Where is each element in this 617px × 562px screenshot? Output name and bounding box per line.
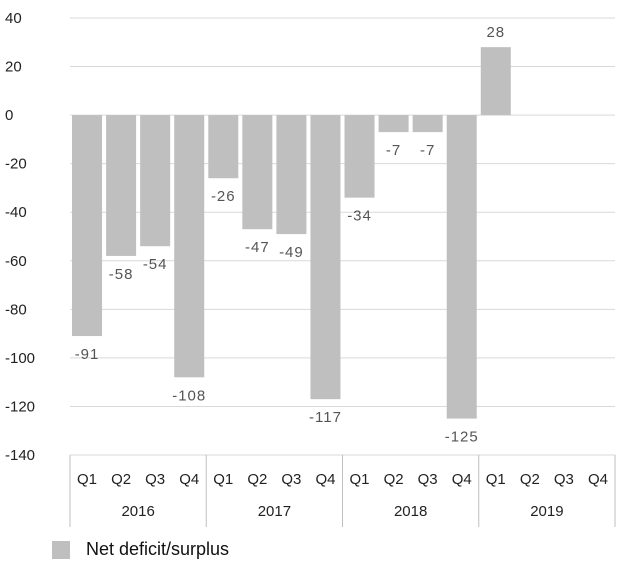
y-tick-label: -80 [5, 301, 27, 318]
x-tick-label: Q4 [315, 471, 335, 488]
data-label: -91 [75, 346, 100, 363]
legend-swatch [52, 540, 70, 559]
y-tick-label: -120 [5, 398, 35, 415]
bar [310, 115, 341, 400]
bar [480, 47, 511, 116]
bar [72, 115, 103, 337]
bar [208, 115, 239, 179]
data-label: -108 [172, 387, 206, 404]
y-tick-label: 20 [5, 59, 22, 76]
data-label: -58 [109, 266, 134, 283]
x-tick-label: Q2 [247, 471, 267, 488]
year-label: 2019 [530, 503, 563, 520]
data-label: -7 [420, 142, 435, 159]
data-label: -54 [143, 256, 168, 273]
x-tick-label: Q4 [452, 471, 472, 488]
x-tick-label: Q3 [554, 471, 574, 488]
x-tick-label: Q1 [213, 471, 233, 488]
y-tick-label: -140 [5, 447, 35, 464]
x-tick-label: Q3 [145, 471, 165, 488]
x-tick-label: Q1 [350, 471, 370, 488]
data-label: -34 [347, 208, 372, 225]
x-tick-label: Q4 [588, 471, 608, 488]
x-tick-label: Q2 [520, 471, 540, 488]
bar [140, 115, 171, 247]
year-label: 2016 [121, 503, 154, 520]
x-tick-label: Q1 [77, 471, 97, 488]
bar [412, 115, 443, 133]
bar [344, 115, 375, 198]
data-label: -47 [245, 239, 270, 256]
y-tick-label: -40 [5, 204, 27, 221]
bar [276, 115, 307, 235]
year-label: 2018 [394, 503, 427, 520]
x-tick-label: Q3 [281, 471, 301, 488]
data-label: -26 [211, 188, 236, 205]
data-label: -7 [386, 142, 401, 159]
x-tick-label: Q2 [111, 471, 131, 488]
legend: Net deficit/surplus [52, 539, 229, 560]
legend-label: Net deficit/surplus [86, 539, 230, 559]
year-label: 2017 [258, 503, 291, 520]
x-tick-label: Q1 [486, 471, 506, 488]
bar [242, 115, 273, 230]
x-tick-label: Q4 [179, 471, 199, 488]
y-tick-label: -20 [5, 156, 27, 173]
y-tick-label: -60 [5, 253, 27, 270]
y-tick-label: -100 [5, 350, 35, 367]
bar [106, 115, 137, 256]
y-tick-label: 40 [5, 10, 22, 27]
data-label: -117 [309, 409, 342, 426]
data-label: -49 [279, 244, 304, 261]
data-label: 28 [486, 24, 505, 41]
bar [174, 115, 205, 378]
bar [378, 115, 409, 133]
y-tick-label: 0 [5, 107, 13, 124]
x-tick-label: Q2 [384, 471, 404, 488]
bar [446, 115, 477, 419]
x-tick-label: Q3 [418, 471, 438, 488]
data-label: -125 [445, 429, 479, 446]
